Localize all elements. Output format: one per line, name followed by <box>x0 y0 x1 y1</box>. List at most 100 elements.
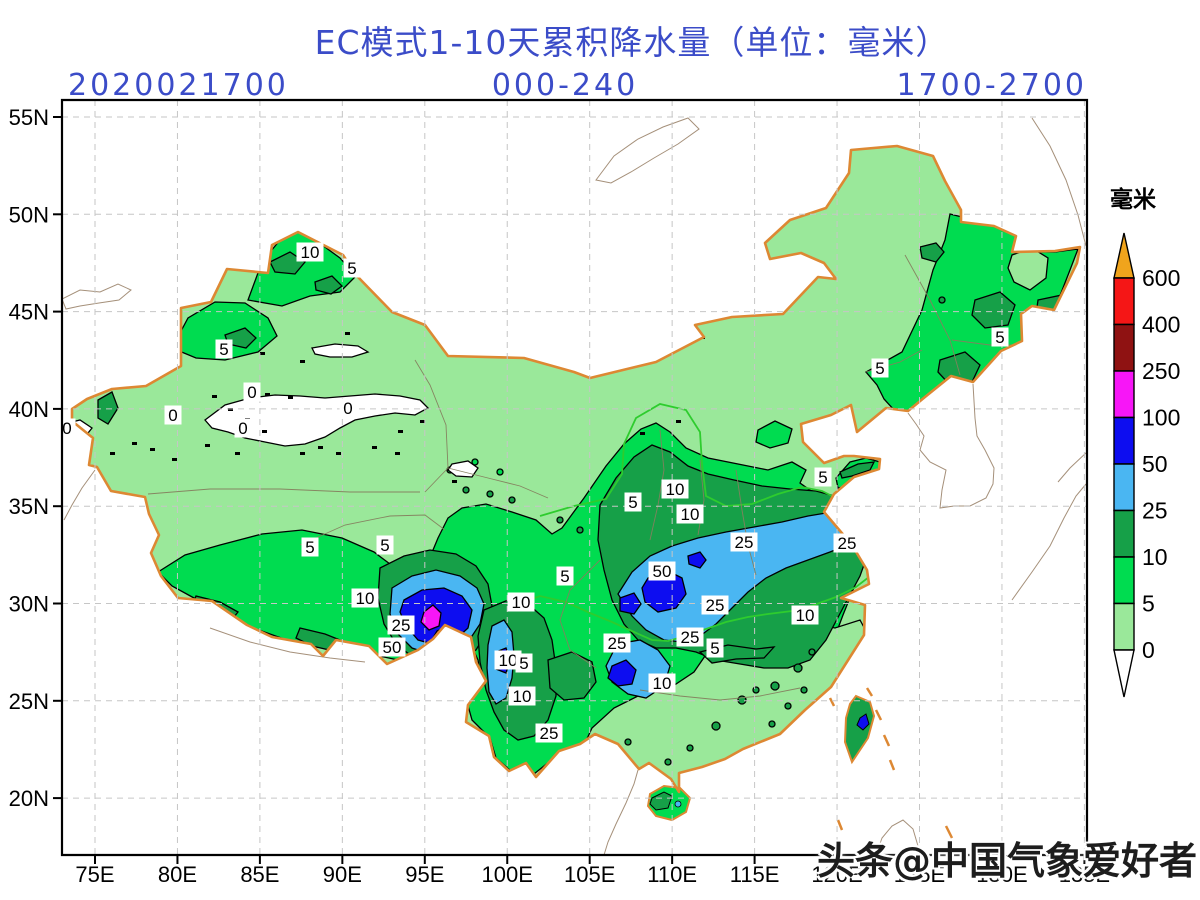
india-outline <box>64 470 95 520</box>
contour-label-box <box>301 537 319 557</box>
contour-label-text: 25 <box>735 533 754 552</box>
contour-label-text: 5 <box>818 468 827 487</box>
x-tick-label: 110E <box>647 862 697 887</box>
contour-label-text: 0 <box>343 399 352 418</box>
contour-label-text: 5 <box>219 340 228 359</box>
contour-label-text: 5 <box>519 654 528 673</box>
contour-label-box <box>508 686 536 706</box>
japan-outline <box>1012 484 1086 600</box>
x-tick-label: 135E <box>1059 862 1110 887</box>
colorbar-tick-label: 250 <box>1142 358 1180 384</box>
colorbar-tick-label: 5 <box>1142 591 1155 617</box>
y-tick-label: 50N <box>9 202 49 227</box>
contour-label-box <box>648 561 676 581</box>
contour-label-text: 25 <box>540 724 559 743</box>
contour-label-box <box>833 533 861 553</box>
x-tick-label: 105E <box>564 862 615 887</box>
valid-period-label: 1700-2700 <box>896 68 1087 103</box>
contour-label-text: 0 <box>62 419 71 438</box>
colorbar-under-arrow <box>1114 650 1134 697</box>
chart-title: EC模式1-10天累积降水量（单位：毫米） <box>314 23 950 62</box>
colorbar-tick-label: 400 <box>1142 312 1180 338</box>
colorbar-segment <box>1114 464 1134 511</box>
contour-label-box <box>871 358 889 378</box>
contour-label-box <box>676 627 704 647</box>
colorbar-segment <box>1114 604 1134 651</box>
y-tick-label: 25N <box>9 689 49 714</box>
forecast-hours-label: 000-240 <box>491 68 639 103</box>
axes: 75E 80E 85E 90E 95E 100E 105E 110E 115E 120E 125E 1… <box>9 105 1110 887</box>
contour-label-box <box>343 258 361 278</box>
contour-label-box <box>387 615 415 635</box>
contour-label-box <box>339 398 357 418</box>
contour-label-box <box>676 504 704 524</box>
x-tick-label: 90E <box>323 862 362 887</box>
contour-label-text: 0 <box>247 383 256 402</box>
colorbar-segment <box>1114 511 1134 558</box>
contour-label-box <box>376 535 394 555</box>
y-tick-label: 20N <box>9 786 49 811</box>
china-border <box>72 146 1080 792</box>
contour-label-text: 25 <box>392 616 411 635</box>
contour-label-text: 0 <box>168 406 177 425</box>
contour-label-box <box>603 633 631 653</box>
contour-label-text: 10 <box>796 606 815 625</box>
ryukyu-islands <box>830 688 952 838</box>
plot-frame <box>62 100 1087 855</box>
colorbar-tick-label: 10 <box>1142 544 1168 570</box>
contour-label-text: 10 <box>356 589 375 608</box>
yellow-river <box>540 404 834 516</box>
contour-label-text: 10 <box>653 674 672 693</box>
colorbar-tick-label: 50 <box>1142 451 1168 477</box>
contour-label-box <box>648 673 676 693</box>
contour-label-box <box>991 327 1009 347</box>
contour-label-text: 0 <box>238 419 247 438</box>
contour-label-box <box>535 723 563 743</box>
contour-label-text: 10 <box>512 593 531 612</box>
contour-label-box <box>661 479 689 499</box>
contour-label-text: 5 <box>560 567 569 586</box>
contour-label-text: 25 <box>681 628 700 647</box>
contour-label-text: 25 <box>838 534 857 553</box>
colorbar-over-arrow <box>1114 233 1134 278</box>
contour-label-text: 25 <box>706 596 725 615</box>
y-tick-label: 40N <box>9 397 49 422</box>
colorbar-tick-label: 25 <box>1142 498 1168 524</box>
contour-label-box <box>814 467 832 487</box>
contour-label-box <box>234 418 252 438</box>
contour-label-box <box>706 638 724 658</box>
contour-label-box <box>791 605 819 625</box>
contour-label-text: 5 <box>305 538 314 557</box>
vietnam-outline <box>604 770 638 855</box>
japan-outline-2 <box>1058 452 1087 482</box>
x-tick-label: 115E <box>730 862 780 887</box>
contour-label-box <box>378 637 406 657</box>
contour-label-text: 25 <box>608 634 627 653</box>
colorbar-segment <box>1114 278 1134 325</box>
contour-label-text: 5 <box>710 639 719 658</box>
x-tick-label: 85E <box>240 862 279 887</box>
taiwan-island <box>845 696 874 762</box>
contour-label-text: 5 <box>875 359 884 378</box>
y-tick-label: 35N <box>9 494 49 519</box>
contour-label-box <box>164 405 182 425</box>
y-tick-label: 55N <box>9 105 49 130</box>
contour-label-box <box>624 492 642 512</box>
luzon-outline <box>876 820 920 855</box>
contour-label-box <box>351 588 379 608</box>
contour-label-text: 10 <box>513 687 532 706</box>
x-tick-label: 125E <box>894 862 945 887</box>
contour-label-box <box>243 382 261 402</box>
mongolia-russia-outline <box>596 118 699 183</box>
colorbar-title: 毫米 <box>1110 186 1157 212</box>
graticule-gridlines <box>62 100 1087 855</box>
y-tick-label: 30N <box>9 592 49 617</box>
x-tick-label: 120E <box>811 862 862 887</box>
watermark-text: 头条@中国气象爱好者 <box>816 839 1197 883</box>
contour-label-text: 10 <box>499 651 518 670</box>
contour-label-box <box>507 592 535 612</box>
